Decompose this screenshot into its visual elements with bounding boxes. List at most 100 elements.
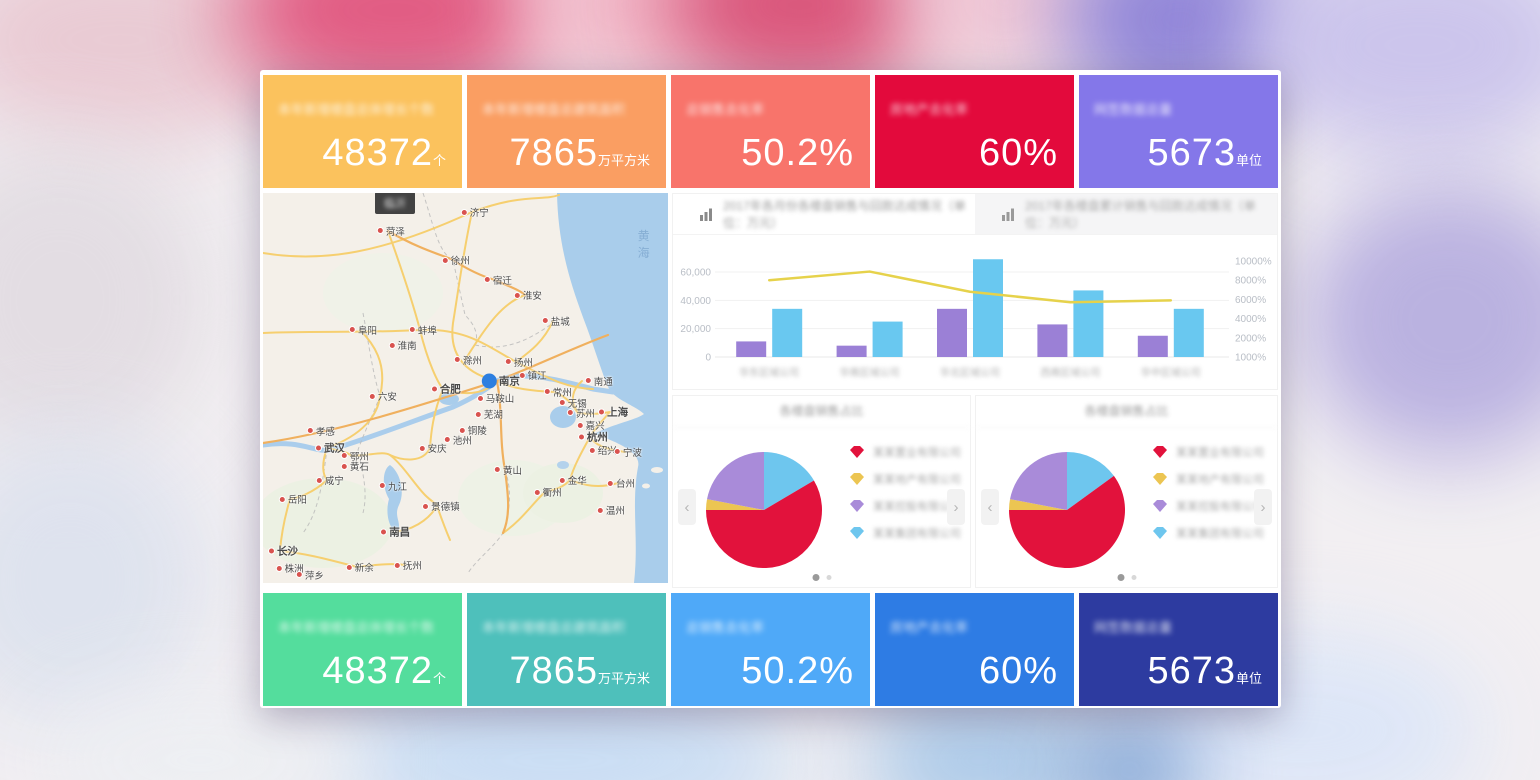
map-city-label: 常州 — [543, 385, 572, 399]
carousel-next-button[interactable]: › — [947, 489, 965, 525]
city-dot-icon — [340, 462, 348, 470]
gem-legend-icon — [850, 499, 864, 512]
city-dot-icon — [576, 421, 584, 429]
svg-text:华东区域公司: 华东区域公司 — [739, 366, 799, 379]
map-city-label: 苏州 — [566, 406, 595, 420]
city-name: 南昌 — [389, 526, 411, 539]
legend-label: 某某控股有限公司 — [873, 501, 961, 513]
map-city-label: 景德镇 — [422, 499, 460, 513]
tab-label: 2017年各月份各楼盘销售与回款达成情况（单位：万元） — [723, 199, 966, 230]
svg-text:4000%: 4000% — [1235, 314, 1266, 325]
legend-label: 某某地产有限公司 — [1176, 474, 1264, 486]
city-name: 济宁 — [469, 208, 489, 220]
gem-legend-icon — [1153, 472, 1167, 485]
city-name: 徐州 — [450, 256, 470, 268]
carousel-prev-button[interactable]: ‹ — [678, 489, 696, 525]
city-dot-icon — [606, 479, 614, 487]
gem-legend-icon — [850, 526, 864, 539]
city-name: 黄山 — [502, 465, 522, 477]
map-city-label: 盐城 — [541, 314, 570, 328]
legend-item-1[interactable]: 某某地产有限公司 — [849, 471, 961, 487]
map-city-label: 新余 — [345, 560, 374, 574]
city-dot-icon — [430, 385, 438, 393]
china-region-map[interactable]: 济宁 菏泽 徐州 宿迁 淮安 盐城 扬州 镇江 南京 常州 无锡 苏州 南通 上海 嘉兴 杭州 绍兴 宁波 台州 温州… — [263, 193, 668, 583]
legend-item-2[interactable]: 某某控股有限公司 — [1152, 498, 1264, 514]
carousel-dot-active[interactable] — [1117, 574, 1124, 581]
card-value: 50.2% — [741, 650, 854, 692]
legend-item-2[interactable]: 某某控股有限公司 — [849, 498, 961, 514]
legend-item-1[interactable]: 某某地产有限公司 — [1152, 471, 1264, 487]
carousel-next-button[interactable]: › — [1254, 489, 1272, 525]
legend-item-3[interactable]: 某某集团有限公司 — [1152, 525, 1264, 541]
tab-monthly-sales[interactable]: 2017年各月份各楼盘销售与回款达成情况（单位：万元） — [673, 194, 975, 234]
stat-row-bottom: 本年新增楼盘总体增长个数 48372个 本年新增楼盘总建筑面积 7865万平方米 总销售… — [263, 593, 1278, 706]
card-title: 总销售去化率 — [686, 620, 765, 635]
map-tooltip: 临沂 — [375, 193, 415, 214]
tab-label: 2017年各楼盘累计销售与回款达成情况（单位：万元） — [1025, 199, 1256, 230]
map-city-label: 萍乡 — [295, 568, 324, 582]
legend-label: 某某集团有限公司 — [1176, 528, 1264, 540]
pie-chart[interactable] — [992, 432, 1142, 582]
city-name: 温州 — [605, 506, 625, 518]
map-city-label: 济宁 — [460, 205, 489, 220]
carousel-prev-button[interactable]: ‹ — [981, 489, 999, 525]
city-name: 咸宁 — [324, 476, 344, 488]
card-unit: 万平方米 — [597, 153, 650, 168]
pie-title: 各楼盘销售占比 — [673, 396, 970, 428]
card-title: 房地产去化率 — [890, 102, 969, 117]
city-dot-icon — [474, 410, 482, 418]
city-dot-icon — [345, 563, 353, 571]
city-name: 衢州 — [542, 488, 562, 500]
backdrop-blob-8 — [0, 140, 210, 460]
city-dot-icon — [483, 276, 491, 284]
carousel-dot[interactable] — [826, 575, 831, 580]
city-name: 孝感 — [315, 426, 335, 438]
carousel-dots — [812, 574, 831, 581]
bottom-card-3: 房地产去化率 60% — [875, 593, 1074, 706]
city-name: 合肥 — [439, 383, 461, 396]
pie-chart[interactable] — [689, 432, 839, 582]
city-dot-icon — [408, 326, 416, 334]
bottom-card-1: 本年新增楼盘总建筑面积 7865万平方米 — [467, 593, 666, 706]
card-unit: 个 — [432, 153, 446, 168]
carousel-dot-active[interactable] — [812, 574, 819, 581]
city-name: 六安 — [377, 392, 397, 404]
city-name: 武汉 — [323, 442, 345, 455]
gem-legend-icon — [1153, 526, 1167, 539]
card-unit: 单位 — [1235, 671, 1262, 686]
map-city-label: 六安 — [368, 389, 397, 404]
city-dot-icon — [368, 392, 376, 400]
legend-item-0[interactable]: 某某置业有限公司 — [1152, 444, 1264, 460]
map-city-label: 扬州 — [504, 355, 533, 369]
legend-item-3[interactable]: 某某集团有限公司 — [849, 525, 961, 541]
carousel-dot[interactable] — [1131, 575, 1136, 580]
pie-legend: 某某置业有限公司某某地产有限公司某某控股有限公司某某集团有限公司 — [1152, 444, 1264, 552]
city-dot-icon — [306, 427, 314, 435]
bar-line-chart[interactable]: 0 20,000 40,000 60,000 1000% 2000% 4000% 6000% 8… — [673, 235, 1277, 390]
map-city-label: 黄石 — [340, 459, 369, 473]
card-value: 5673单位 — [1147, 132, 1262, 174]
city-name: 鄂州 — [349, 451, 369, 463]
svg-text:华南区域公司: 华南区域公司 — [840, 366, 900, 379]
gem-legend-icon — [1153, 499, 1167, 512]
svg-text:0: 0 — [705, 353, 711, 364]
city-name: 铜陵 — [467, 426, 487, 438]
city-dot-icon — [513, 291, 521, 299]
card-value: 60% — [978, 132, 1058, 174]
map-city-label: 镇江 — [518, 368, 547, 383]
map-city-label: 宁波 — [613, 445, 642, 459]
city-dot-icon — [588, 446, 596, 454]
city-dot-icon — [418, 444, 426, 452]
map-city-label: 滁州 — [453, 353, 482, 367]
map-city-label: 徐州 — [441, 253, 470, 268]
map-city-label: 武汉 — [314, 441, 345, 456]
legend-item-0[interactable]: 某某置业有限公司 — [849, 444, 961, 460]
city-dot-icon — [481, 373, 497, 389]
city-dot-icon — [422, 502, 430, 510]
svg-text:60,000: 60,000 — [680, 268, 711, 279]
pie-body: ‹ 某某置业有限公司某某地产有限公司某某控股有限公司某某集团有限公司 › — [976, 428, 1277, 586]
gem-legend-icon — [850, 445, 864, 458]
tab-cumulative-sales[interactable]: 2017年各楼盘累计销售与回款达成情况（单位：万元） — [975, 194, 1277, 234]
city-dot-icon — [453, 356, 461, 364]
city-name: 镇江 — [527, 371, 547, 383]
